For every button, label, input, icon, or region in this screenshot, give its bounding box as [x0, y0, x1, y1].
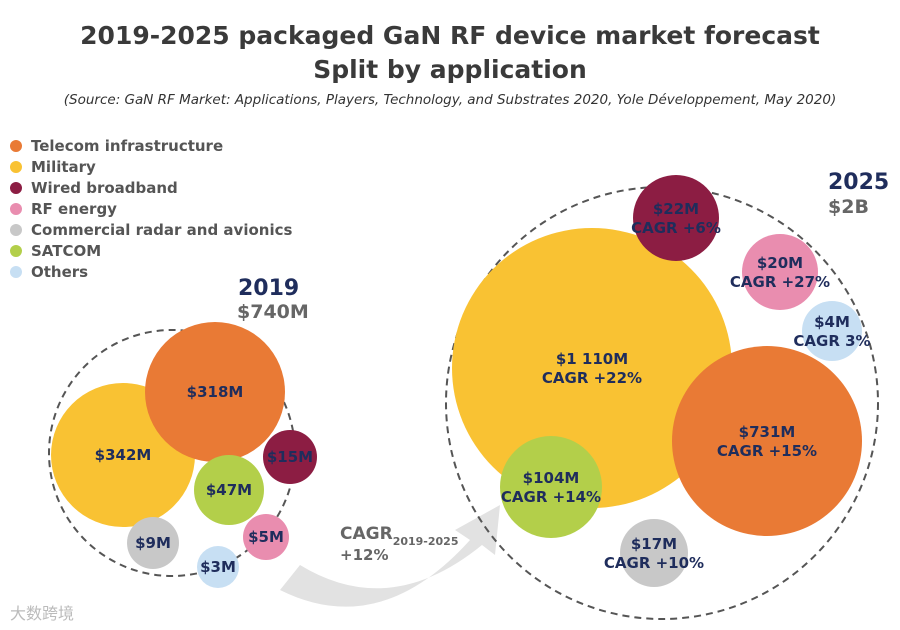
bubble-label: $3M	[200, 558, 236, 576]
chart-source: (Source: GaN RF Market: Applications, Pl…	[63, 92, 837, 108]
bubble-label: CAGR +6%	[631, 219, 721, 237]
bubble-label: $318M	[187, 383, 244, 401]
year-2025-label: 2025	[828, 170, 889, 195]
bubble-label: $22M	[653, 200, 699, 218]
bubble-label: $4M	[814, 313, 850, 331]
bubble-2025-commercial-radar-and-avionics	[620, 519, 688, 587]
total-2019-label: $740M	[237, 301, 309, 323]
bubble-2025-telecom-infrastructure	[672, 346, 862, 536]
legend-label: RF energy	[31, 199, 117, 218]
cagr-arrow	[280, 505, 500, 607]
bubble-2025-wired-broadband	[633, 175, 719, 261]
bubble-2025-satcom	[500, 436, 602, 538]
legend-item: Wired broadband	[10, 177, 292, 198]
bubble-2019-satcom	[194, 455, 264, 525]
cagr-overall-label: CAGR2019-2025	[340, 524, 458, 548]
bubble-label: $9M	[135, 534, 171, 552]
watermark: 大数跨境	[10, 604, 75, 623]
legend-dot-icon	[10, 181, 22, 194]
legend-dot-icon	[10, 202, 22, 215]
legend-label: Wired broadband	[31, 178, 178, 197]
legend-item: Commercial radar and avionics	[10, 219, 292, 240]
bubble-2019-telecom-infrastructure	[145, 322, 285, 462]
bubble-label: CAGR +15%	[717, 442, 817, 460]
bubble-2019-wired-broadband	[263, 430, 317, 484]
cagr-overall-value: +12%	[340, 546, 388, 564]
bubble-label: CAGR +10%	[604, 554, 704, 572]
bubble-label: $20M	[757, 254, 803, 272]
bubble-label: CAGR +14%	[501, 488, 601, 506]
bubble-2019-others	[197, 546, 239, 588]
bubble-2019-rf-energy	[243, 514, 289, 560]
bubble-label: $47M	[206, 481, 252, 499]
bubble-label: $15M	[267, 448, 313, 466]
bubble-label: $104M	[523, 469, 580, 487]
legend-label: SATCOM	[31, 241, 102, 260]
legend: Telecom infrastructure Military Wired broa…	[10, 135, 292, 282]
legend-item: Military	[10, 156, 292, 177]
bubble-2025-rf-energy	[742, 234, 818, 310]
bubble-label: CAGR +27%	[730, 273, 830, 291]
legend-item: RF energy	[10, 198, 292, 219]
legend-label: Others	[31, 262, 89, 281]
legend-dot-icon	[10, 265, 22, 278]
total-2025-label: $2B	[828, 196, 869, 218]
bubble-label: $1 110M	[556, 350, 628, 368]
legend-item: SATCOM	[10, 240, 292, 261]
legend-dot-icon	[10, 244, 22, 257]
bubble-2025-others	[802, 301, 862, 361]
bubble-label: $731M	[739, 423, 796, 441]
legend-label: Commercial radar and avionics	[31, 220, 293, 239]
legend-label: Military	[31, 157, 96, 176]
legend-item: Telecom infrastructure	[10, 135, 292, 156]
legend-dot-icon	[10, 160, 22, 173]
bubble-2025-military	[452, 228, 732, 508]
legend-dot-icon	[10, 223, 22, 236]
bubble-label: $342M	[95, 446, 152, 464]
legend-label: Telecom infrastructure	[31, 136, 224, 155]
legend-dot-icon	[10, 139, 22, 152]
legend-item: Others	[10, 261, 292, 282]
circle-2025-boundary	[445, 186, 879, 620]
bubble-label: $17M	[631, 535, 677, 553]
bubble-label: CAGR 3%	[793, 332, 870, 350]
chart-title: 2019-2025 packaged GaN RF device market …	[80, 21, 820, 50]
bubble-2019-commercial-radar-and-avionics	[127, 517, 179, 569]
bubble-label: CAGR +22%	[542, 369, 642, 387]
year-2019-label: 2019	[238, 276, 299, 301]
chart-subtitle: Split by application	[313, 55, 587, 84]
bubble-label: $5M	[248, 528, 284, 546]
